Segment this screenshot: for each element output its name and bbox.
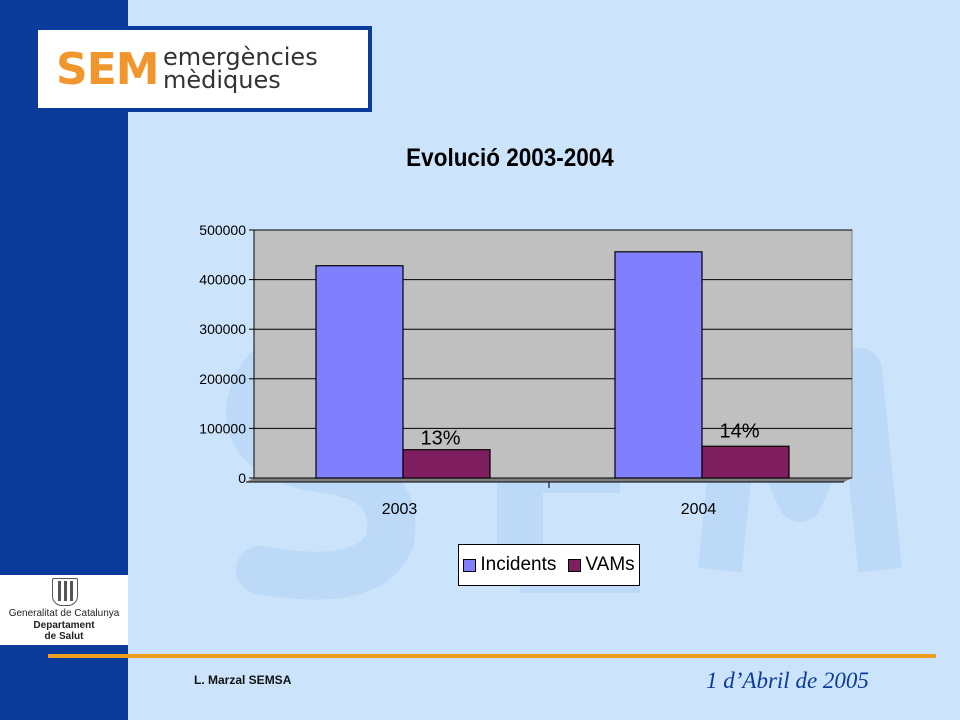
gencat-department-sub: de Salut (44, 631, 84, 642)
generalitat-logo: Generalitat de Catalunya Departament de … (0, 575, 128, 645)
y-tick-label-0: 0 (238, 470, 246, 486)
logo-line-1: emergències (163, 43, 318, 71)
data-label-2003: 13% (420, 428, 460, 450)
x-tick-label-2004: 2004 (681, 501, 717, 518)
legend-item-vams: VAMs (568, 554, 635, 576)
legend-item-incidents: Incidents (463, 554, 556, 576)
presentation-date: 1 d’Abril de 2005 (706, 668, 869, 693)
sem-logo-text: emergències mèdiques (163, 43, 318, 94)
gencat-department: Departament (33, 620, 95, 631)
bar-incidents-2003 (315, 265, 404, 479)
generalitat-emblem-icon (52, 578, 78, 606)
gencat-name: Generalitat de Catalunya (8, 608, 120, 619)
bar-vams-2004 (701, 445, 790, 479)
bar-vams-2003 (402, 449, 491, 479)
sem-logo-mark: SEM (56, 44, 160, 95)
author-credit: L. Marzal SEMSA (194, 673, 292, 687)
x-tick-label-2003: 2003 (382, 501, 418, 518)
y-tick-label-3: 300000 (199, 321, 246, 337)
legend-label-vams: VAMs (585, 554, 635, 575)
legend-swatch-incidents (463, 558, 477, 572)
chart-title: Evolució 2003-2004 (406, 144, 614, 172)
y-tick-label-4: 400000 (199, 272, 246, 288)
y-tick-label-1: 100000 (199, 420, 246, 436)
y-tick-label-2: 200000 (199, 371, 246, 387)
legend-swatch-vams (568, 558, 582, 572)
chart-legend: Incidents VAMs (458, 544, 640, 586)
legend-label-incidents: Incidents (480, 554, 557, 575)
logo-line-2: mèdiques (163, 66, 281, 94)
footer-divider (48, 654, 936, 658)
data-label-2004: 14% (719, 420, 759, 442)
bar-incidents-2004 (614, 251, 703, 479)
y-tick-label-5: 500000 (199, 222, 246, 238)
sem-logo: SEM emergències mèdiques (34, 26, 372, 112)
plot-floor (246, 478, 852, 482)
